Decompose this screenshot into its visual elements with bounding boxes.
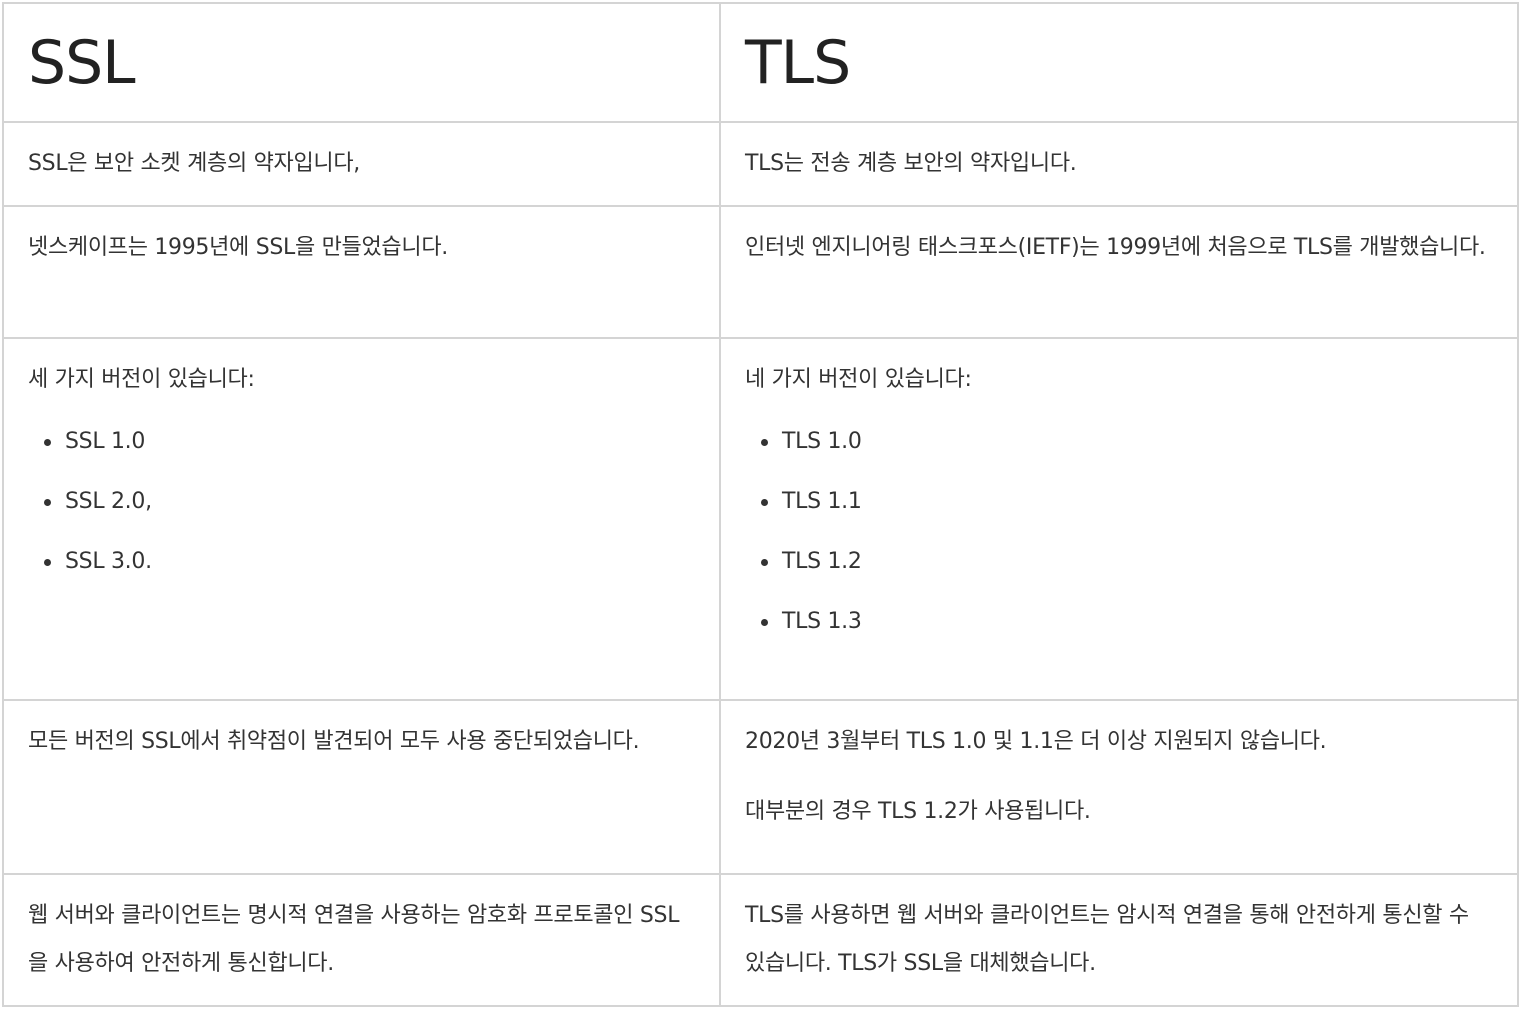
cell-tls-connection: TLS를 사용하면 웹 서버와 클라이언트는 암시적 연결을 통해 안전하게 통… (719, 873, 1519, 1007)
ssl-version-label: SSL 2.0, (65, 489, 152, 514)
tls-status-text-2: 대부분의 경우 TLS 1.2가 사용됩니다. (745, 799, 1091, 824)
table-row-connection: 웹 서버와 클라이언트는 명시적 연결을 사용하는 암호화 프로토콜인 SSL을… (2, 873, 1519, 1007)
cell-tls-versions: 네 가지 버전이 있습니다: TLS 1.0 TLS 1.1 TLS 1.2 T… (719, 337, 1519, 701)
list-item: SSL 3.0. (44, 532, 695, 592)
tls-connection-text: TLS를 사용하면 웹 서버와 클라이언트는 암시적 연결을 통해 안전하게 통… (745, 903, 1469, 976)
bullet-icon (761, 619, 768, 626)
tls-version-label: TLS 1.0 (782, 429, 862, 454)
ssl-definition-text: SSL은 보안 소켓 계층의 약자입니다, (28, 151, 360, 176)
list-item: TLS 1.0 (761, 412, 1493, 472)
bullet-icon (761, 499, 768, 506)
list-item: SSL 1.0 (44, 412, 695, 472)
bullet-icon (44, 559, 51, 566)
cell-ssl-definition: SSL은 보안 소켓 계층의 약자입니다, (2, 121, 721, 207)
tls-status-text-1: 2020년 3월부터 TLS 1.0 및 1.1은 더 이상 지원되지 않습니다… (745, 729, 1327, 754)
ssl-version-list: SSL 1.0 SSL 2.0, SSL 3.0. (28, 412, 695, 592)
cell-ssl-status: 모든 버전의 SSL에서 취약점이 발견되어 모두 사용 중단되었습니다. (2, 699, 721, 875)
tls-version-label: TLS 1.2 (782, 549, 862, 574)
tls-version-label: TLS 1.3 (782, 609, 862, 634)
ssl-origin-text: 넷스케이프는 1995년에 SSL을 만들었습니다. (28, 235, 448, 260)
table-row-status: 모든 버전의 SSL에서 취약점이 발견되어 모두 사용 중단되었습니다. 20… (2, 699, 1519, 875)
list-item: TLS 1.3 (761, 592, 1493, 652)
tls-versions-intro: 네 가지 버전이 있습니다: (745, 367, 972, 392)
cell-tls-definition: TLS는 전송 계층 보안의 약자입니다. (719, 121, 1519, 207)
ssl-version-label: SSL 1.0 (65, 429, 146, 454)
tls-version-label: TLS 1.1 (782, 489, 862, 514)
list-item: TLS 1.2 (761, 532, 1493, 592)
tls-version-list: TLS 1.0 TLS 1.1 TLS 1.2 TLS 1.3 (745, 412, 1493, 652)
tls-definition-text: TLS는 전송 계층 보안의 약자입니다. (745, 151, 1077, 176)
ssl-status-text: 모든 버전의 SSL에서 취약점이 발견되어 모두 사용 중단되었습니다. (28, 729, 640, 754)
header-tls: TLS (719, 2, 1519, 123)
bullet-icon (44, 499, 51, 506)
bullet-icon (761, 439, 768, 446)
table-row-origin: 넷스케이프는 1995년에 SSL을 만들었습니다. 인터넷 엔지니어링 태스크… (2, 205, 1519, 339)
cell-tls-origin: 인터넷 엔지니어링 태스크포스(IETF)는 1999년에 처음으로 TLS를 … (719, 205, 1519, 339)
bullet-icon (44, 439, 51, 446)
cell-ssl-connection: 웹 서버와 클라이언트는 명시적 연결을 사용하는 암호화 프로토콜인 SSL을… (2, 873, 721, 1007)
bullet-icon (761, 559, 768, 566)
tls-origin-text: 인터넷 엔지니어링 태스크포스(IETF)는 1999년에 처음으로 TLS를 … (745, 235, 1486, 260)
header-row: SSL TLS (2, 2, 1519, 123)
ssl-versions-intro: 세 가지 버전이 있습니다: (28, 367, 255, 392)
cell-tls-status: 2020년 3월부터 TLS 1.0 및 1.1은 더 이상 지원되지 않습니다… (719, 699, 1519, 875)
table-row-definition: SSL은 보안 소켓 계층의 약자입니다, TLS는 전송 계층 보안의 약자입… (2, 121, 1519, 207)
cell-ssl-versions: 세 가지 버전이 있습니다: SSL 1.0 SSL 2.0, SSL 3.0. (2, 337, 721, 701)
list-item: TLS 1.1 (761, 472, 1493, 532)
cell-ssl-origin: 넷스케이프는 1995년에 SSL을 만들었습니다. (2, 205, 721, 339)
header-ssl: SSL (2, 2, 721, 123)
list-item: SSL 2.0, (44, 472, 695, 532)
ssl-version-label: SSL 3.0. (65, 549, 152, 574)
table-row-versions: 세 가지 버전이 있습니다: SSL 1.0 SSL 2.0, SSL 3.0.… (2, 337, 1519, 701)
ssl-connection-text: 웹 서버와 클라이언트는 명시적 연결을 사용하는 암호화 프로토콜인 SSL을… (28, 903, 680, 976)
